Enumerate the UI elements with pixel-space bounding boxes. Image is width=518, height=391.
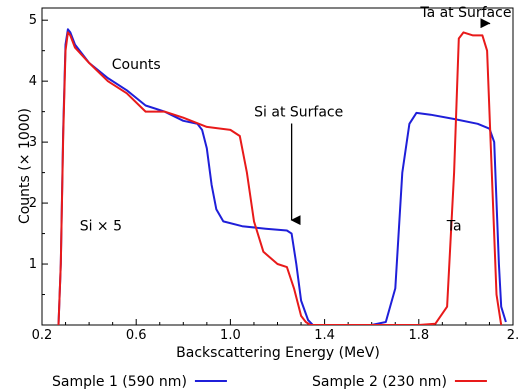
annotation-4: Ta <box>446 219 462 235</box>
legend-label-2: Sample 2 (230 nm) <box>312 374 447 390</box>
y-axis-title: Counts (× 1000) <box>17 108 33 224</box>
annotation-2: Ta at Surface <box>419 5 511 21</box>
x-tick-label-5: 2. <box>507 328 518 343</box>
annotation-3: Si × 5 <box>80 219 122 235</box>
y-tick-label-2: 3 <box>29 135 37 150</box>
legend-label-1: Sample 1 (590 nm) <box>52 374 187 390</box>
plot-frame <box>41 7 514 326</box>
x-tick-label-0: 0.2 <box>32 328 53 343</box>
x-tick-label-3: 1.4 <box>314 328 335 343</box>
series-line-2 <box>57 31 503 325</box>
x-tick-label-2: 1.0 <box>220 328 241 343</box>
annotation-0: Counts <box>112 57 161 73</box>
y-tick-label-0: 1 <box>29 257 37 272</box>
legend: Sample 1 (590 nm) Sample 2 (230 nm) <box>52 374 487 390</box>
x-tick-label-4: 1.8 <box>408 328 429 343</box>
annotations: Counts Si at Surface Ta at Surface Si × 5 Ta <box>80 5 512 234</box>
axis-ticks: 0.2 0.6 1.0 1.4 1.8 2. 1 2 3 4 5 <box>29 13 518 343</box>
data-series <box>57 28 507 325</box>
x-axis-title: Backscattering Energy (MeV) <box>176 345 380 361</box>
annotation-1: Si at Surface <box>254 105 343 121</box>
series-line-1 <box>57 28 507 325</box>
y-tick-label-3: 4 <box>29 74 37 89</box>
x-tick-label-1: 0.6 <box>126 328 147 343</box>
y-tick-label-1: 2 <box>29 196 37 211</box>
y-tick-label-4: 5 <box>29 13 37 28</box>
